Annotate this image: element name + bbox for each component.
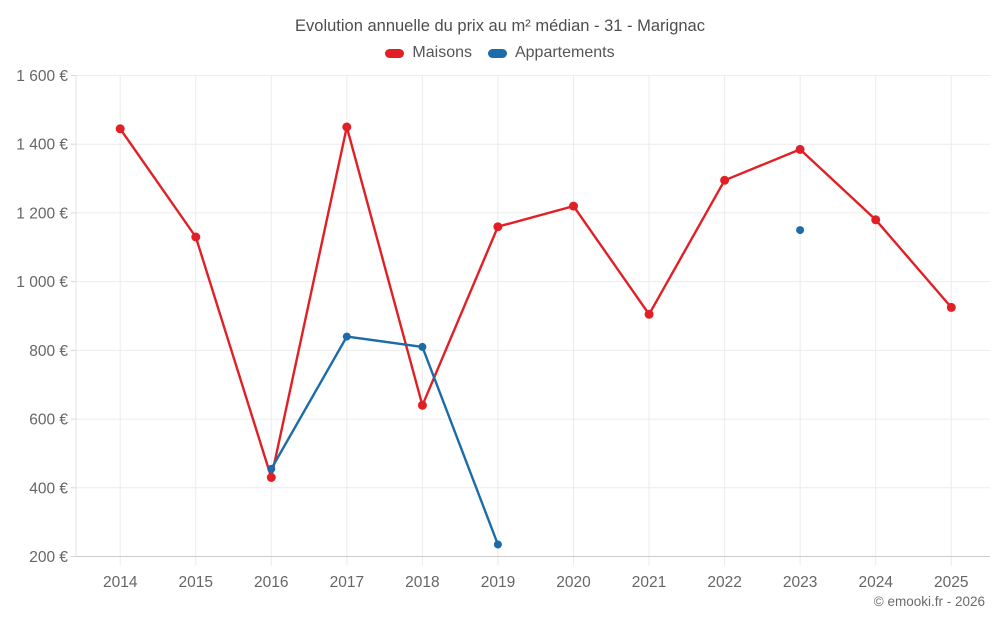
x-axis-tick-label: 2022 [707, 574, 741, 591]
x-axis-tick-label: 2016 [254, 574, 288, 591]
legend-label-maisons: Maisons [412, 44, 472, 61]
maisons-swatch-icon [385, 48, 405, 58]
data-point-maisons[interactable] [115, 124, 125, 134]
x-axis-tick-label: 2018 [405, 574, 439, 591]
data-point-maisons[interactable] [266, 473, 276, 482]
x-axis-tick-label: 2025 [934, 574, 968, 591]
x-axis-tick-label: 2021 [632, 574, 666, 591]
legend-item-maisons[interactable]: Maisons [385, 44, 472, 62]
data-point-maisons[interactable] [871, 215, 881, 225]
data-point-maisons[interactable] [644, 309, 654, 319]
y-axis-tick-label: 400 € [29, 480, 68, 497]
y-axis-tick-label: 800 € [29, 343, 68, 360]
x-axis-tick-label: 2023 [783, 574, 817, 591]
appartements-swatch-icon [487, 48, 507, 58]
legend-label-appartements: Appartements [514, 44, 615, 61]
y-axis-tick-label: 1 600 € [16, 68, 68, 85]
data-point-maisons[interactable] [795, 144, 805, 154]
data-point-maisons[interactable] [946, 302, 956, 312]
x-axis-tick-label: 2015 [179, 574, 213, 591]
series-line-maisons [119, 125, 953, 479]
y-axis-tick-label: 1 400 € [16, 137, 68, 154]
legend: Maisons Appartements [0, 44, 1000, 62]
data-point-maisons[interactable] [342, 122, 352, 132]
data-point-maisons[interactable] [417, 400, 427, 410]
y-axis-tick-label: 600 € [29, 412, 68, 429]
data-point-appartements[interactable] [418, 342, 427, 351]
data-point-maisons[interactable] [720, 175, 730, 185]
x-axis-tick-label: 2014 [103, 574, 138, 591]
copyright-credit: © emooki.fr - 2026 [873, 594, 985, 609]
x-axis-tick-label: 2017 [330, 574, 364, 591]
data-point-maisons[interactable] [569, 201, 578, 211]
legend-item-appartements[interactable]: Appartements [487, 44, 615, 62]
y-axis-tick-label: 1 000 € [16, 274, 68, 291]
data-point-appartements[interactable] [796, 226, 805, 235]
y-axis-tick-label: 1 200 € [16, 205, 68, 222]
data-point-appartements[interactable] [267, 464, 276, 473]
x-axis-tick-label: 2020 [556, 574, 591, 591]
y-axis-tick-label: 200 € [29, 549, 68, 566]
data-point-appartements[interactable] [493, 540, 502, 549]
x-axis-tick-label: 2019 [481, 574, 515, 591]
data-point-maisons[interactable] [493, 222, 503, 232]
chart-title: Evolution annuelle du prix au m² médian … [295, 17, 705, 35]
series-line-appartements [271, 230, 800, 544]
data-point-maisons[interactable] [191, 232, 201, 242]
data-point-appartements[interactable] [342, 332, 351, 341]
x-axis-tick-label: 2024 [858, 574, 893, 591]
